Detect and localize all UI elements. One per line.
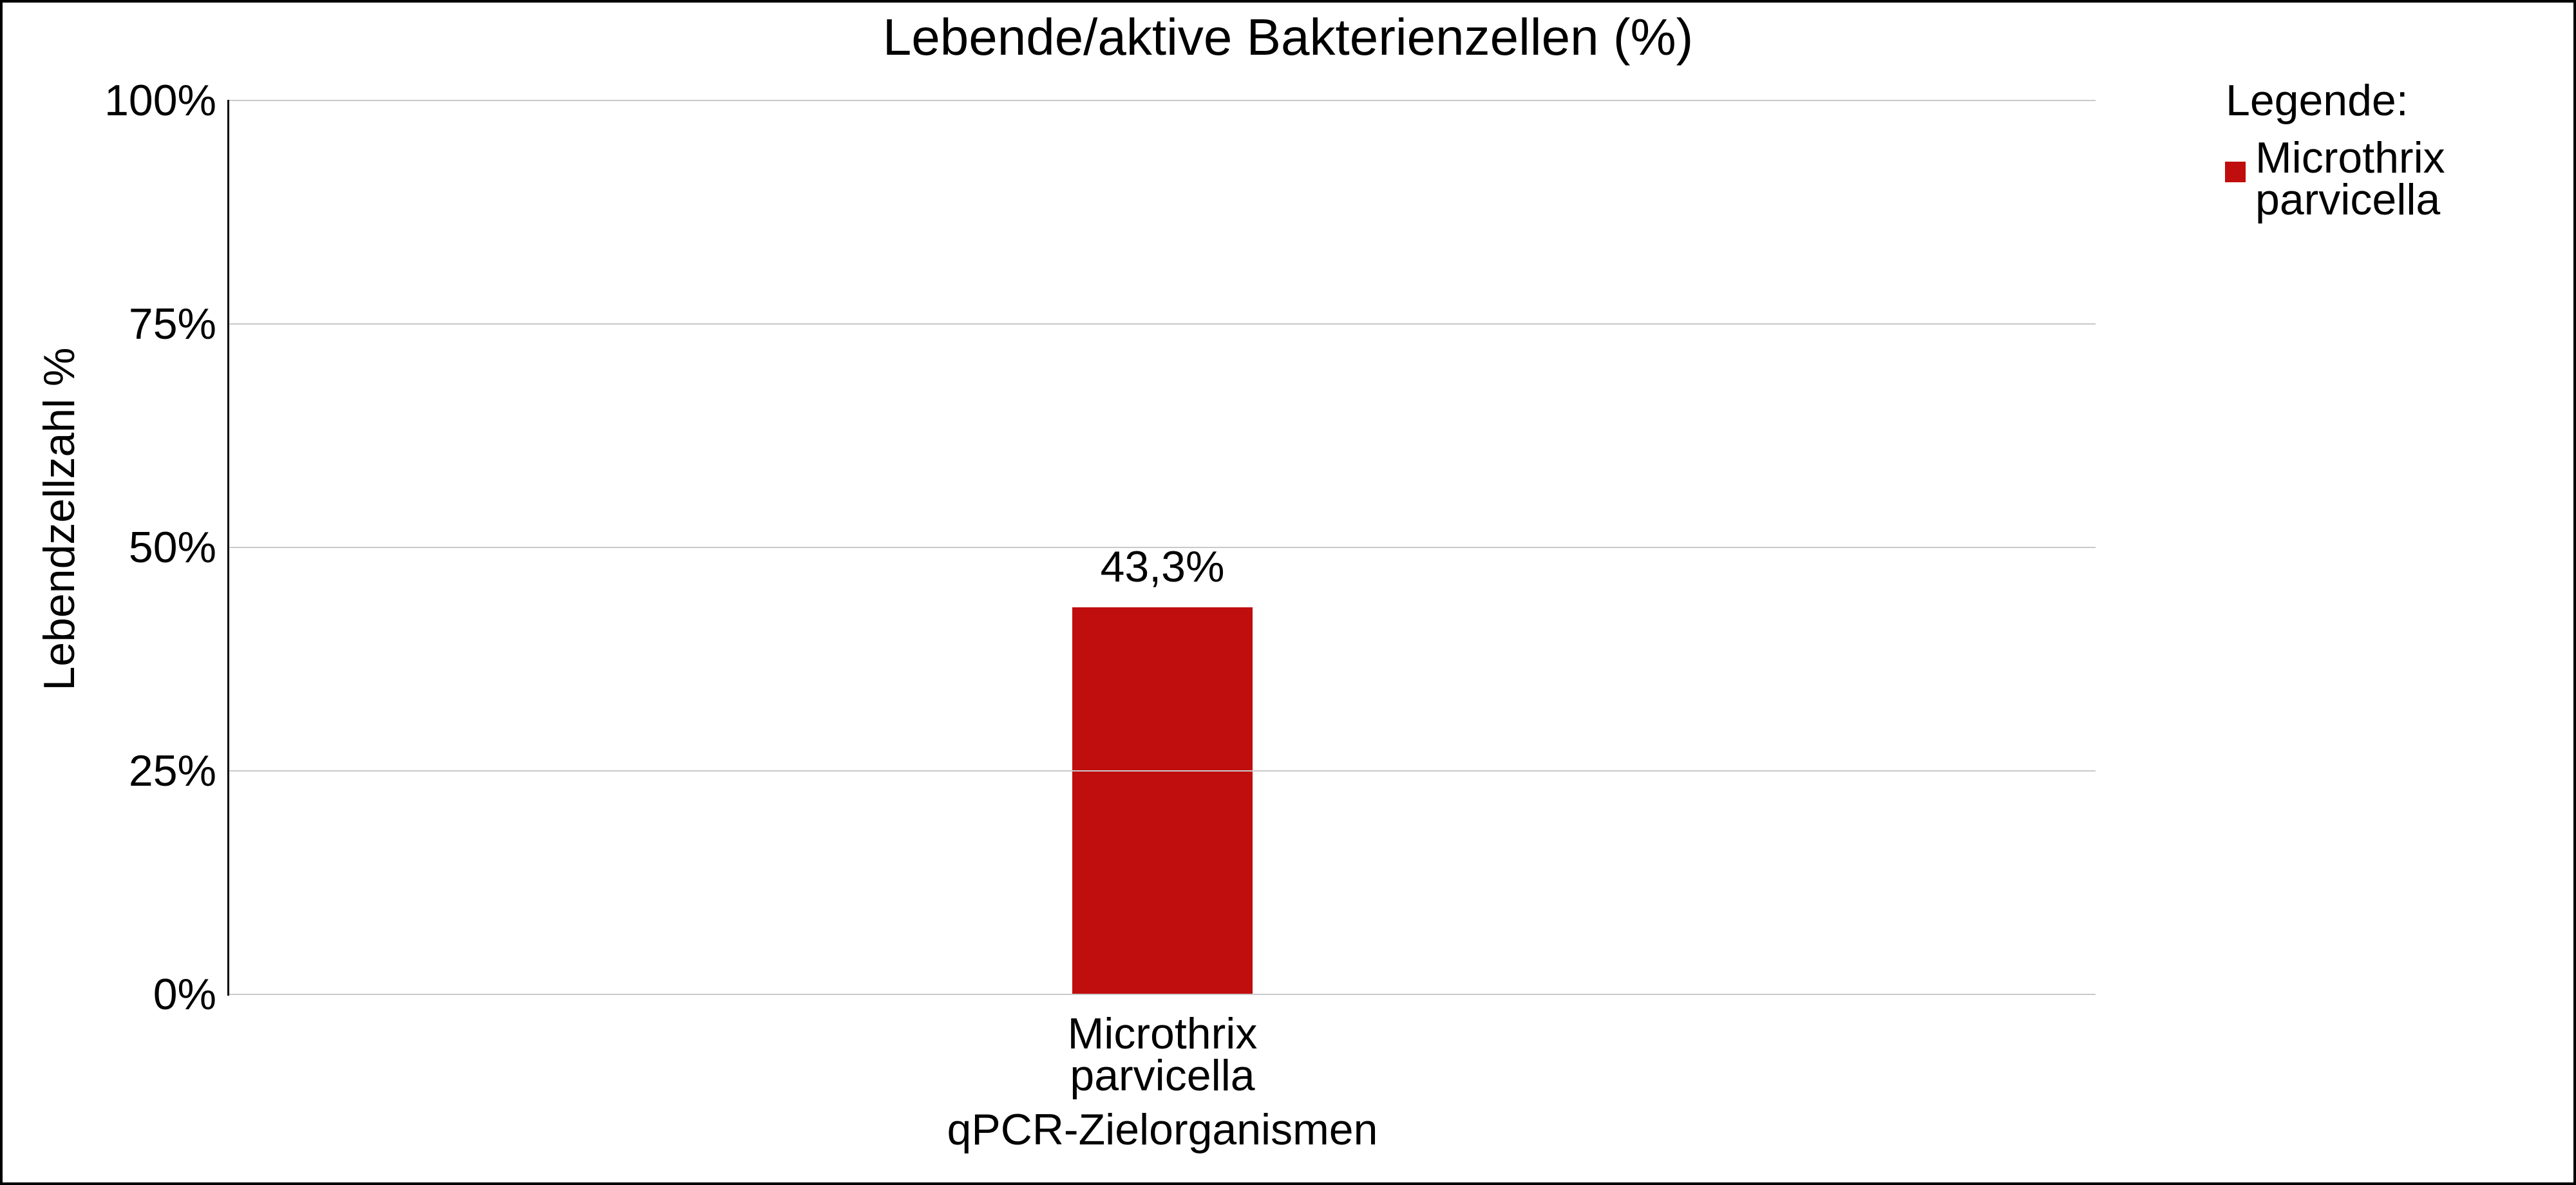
x-tick-label: Microthrix parvicella bbox=[229, 1009, 2096, 1100]
legend-item-label-line: parvicella bbox=[2255, 175, 2441, 224]
gridline-100 bbox=[229, 100, 2096, 101]
y-tick-label-100: 100% bbox=[104, 76, 216, 125]
gridline-75 bbox=[229, 323, 2096, 325]
plot-area: 43,3% bbox=[229, 100, 2096, 995]
y-axis-title: Lebendzellzahl % bbox=[35, 347, 84, 691]
x-tick-label-line: Microthrix bbox=[1067, 1009, 1258, 1058]
legend-swatch bbox=[2225, 162, 2246, 182]
chart-title: Lebende/aktive Bakterienzellen (%) bbox=[882, 8, 1694, 66]
bar-value-label: 43,3% bbox=[1100, 542, 1225, 591]
y-tick-label-0: 0% bbox=[153, 970, 216, 1019]
x-tick-label-line: parvicella bbox=[1070, 1051, 1255, 1100]
gridline-50 bbox=[229, 547, 2096, 548]
legend-item-label: Microthrix parvicella bbox=[2255, 133, 2445, 224]
gridline-25 bbox=[229, 770, 2096, 772]
y-axis-line bbox=[227, 100, 229, 996]
legend-title: Legende: bbox=[2226, 76, 2409, 125]
y-tick-label-75: 75% bbox=[128, 299, 216, 348]
legend-item-label-line: Microthrix bbox=[2255, 133, 2445, 182]
bar-microthrix-parvicella bbox=[1072, 607, 1253, 994]
y-tick-label-25: 25% bbox=[128, 746, 216, 795]
y-tick-label-50: 50% bbox=[128, 523, 216, 572]
x-axis-title: qPCR-Zielorganismen bbox=[947, 1105, 1378, 1154]
gridline-0 bbox=[229, 994, 2096, 995]
